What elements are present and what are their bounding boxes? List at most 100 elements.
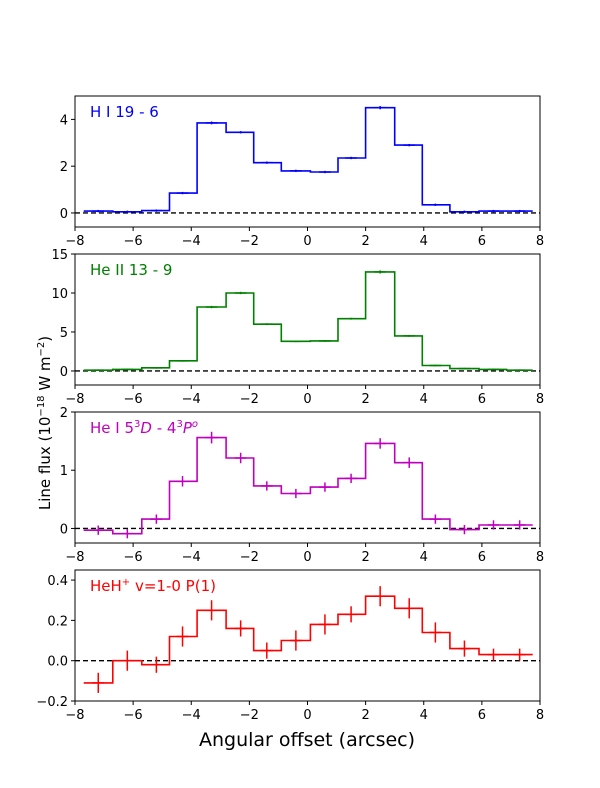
x-tick-label: 8: [536, 550, 544, 565]
x-tick-label: 2: [361, 708, 369, 723]
x-tick-label: −6: [124, 234, 143, 249]
y-tick-label: 2: [60, 160, 68, 175]
error-bar: [261, 323, 273, 326]
error-bar: [345, 473, 357, 484]
panel-title: He I 53D - 43Po: [90, 419, 198, 437]
x-tick-label: −8: [65, 550, 84, 565]
x-tick-label: 4: [420, 392, 428, 407]
x-tick-label: −2: [240, 708, 259, 723]
series-step-line: [83, 271, 533, 371]
x-tick-label: 6: [478, 708, 486, 723]
x-tick-label: 4: [420, 234, 428, 249]
panel-title: H I 19 - 6: [90, 103, 159, 121]
error-bar: [429, 622, 442, 643]
error-bar: [374, 270, 386, 274]
error-bar: [403, 457, 416, 468]
error-bar: [290, 630, 302, 651]
error-bar: [345, 606, 357, 623]
error-bar: [458, 210, 471, 213]
panel-title-part: v=1-0 P(1): [130, 577, 216, 595]
error-bar: [429, 203, 442, 206]
error-bar: [458, 367, 471, 370]
x-tick-label: −4: [182, 392, 201, 407]
error-bar: [92, 672, 105, 693]
error-bar: [290, 169, 302, 173]
error-bar: [487, 209, 500, 213]
error-bar: [513, 520, 526, 530]
series-step-line: [83, 595, 533, 684]
error-bar: [234, 291, 247, 295]
x-tick-label: −4: [182, 708, 201, 723]
error-bar: [176, 476, 189, 487]
error-bar: [234, 452, 247, 464]
x-tick-label: −8: [65, 708, 84, 723]
error-bar: [261, 481, 273, 491]
x-axis-label: Angular offset (arcsec): [199, 729, 415, 751]
error-bar: [513, 369, 526, 371]
y-tick-label: −0.2: [36, 695, 68, 710]
panel-2: −8 −6 −4 −2 0 2 4 6 8 0 5 10 15 He II 13 - 9: [51, 248, 544, 407]
y-axis-label: Line flux (10−18 W m−2): [36, 336, 54, 510]
error-bar: [92, 209, 105, 213]
x-tick-label: 4: [420, 550, 428, 565]
error-bar: [121, 368, 134, 371]
x-tick-label: −6: [124, 550, 143, 565]
x-tick-label: 8: [536, 392, 544, 407]
x-tick-label: 2: [361, 392, 369, 407]
panel-title-part: o: [192, 419, 198, 430]
error-bar: [458, 524, 471, 535]
x-tick-label: −8: [65, 234, 84, 249]
y-tick-label: 0: [60, 207, 68, 222]
error-bar: [290, 488, 302, 499]
error-bar: [205, 600, 218, 621]
error-bar: [150, 514, 163, 524]
panel-title: He II 13 - 9: [90, 261, 172, 279]
x-tick-label: 2: [361, 234, 369, 249]
x-tick-label: −2: [240, 550, 259, 565]
error-bar: [261, 642, 273, 659]
error-bar: [234, 131, 247, 134]
x-tick-label: −2: [240, 392, 259, 407]
error-bar: [513, 648, 526, 661]
error-bar: [150, 209, 163, 212]
error-bar: [374, 586, 386, 607]
error-bar: [319, 340, 331, 342]
error-bar: [176, 191, 189, 195]
y-axis-label-exponent: −18: [36, 395, 47, 416]
x-tick-label: −4: [182, 550, 201, 565]
x-tick-label: 0: [303, 234, 311, 249]
error-bar: [513, 209, 526, 213]
error-bar: [176, 626, 189, 647]
error-bar: [487, 520, 500, 530]
error-bar: [121, 650, 134, 671]
series-step-line: [83, 436, 533, 535]
y-tick-label: 0.0: [47, 655, 68, 670]
error-bar: [345, 317, 357, 320]
error-bar: [205, 121, 218, 125]
error-bar: [150, 367, 163, 369]
x-tick-label: 4: [420, 708, 428, 723]
error-bar: [319, 482, 331, 492]
x-tick-label: −6: [124, 708, 143, 723]
y-tick-label: 2: [60, 406, 68, 421]
panel-title-part: - 4: [152, 419, 177, 437]
x-tick-label: 8: [536, 708, 544, 723]
x-tick-label: 0: [303, 708, 311, 723]
x-tick-label: 8: [536, 234, 544, 249]
x-tick-label: 6: [478, 392, 486, 407]
panel-title-part: +: [122, 577, 130, 588]
y-axis-label-unit: W m: [36, 356, 54, 395]
y-tick-label: 15: [51, 248, 68, 263]
y-tick-label: 0: [60, 365, 68, 380]
y-axis-label-exponent-2: −2: [36, 342, 47, 357]
error-bar: [121, 210, 134, 213]
panel-title-part: 3: [176, 419, 182, 430]
error-bar: [403, 598, 416, 619]
series-step-line: [83, 106, 533, 213]
error-bar: [150, 656, 163, 673]
error-bar: [403, 334, 416, 337]
error-bar: [121, 529, 134, 539]
error-bar: [374, 106, 386, 110]
